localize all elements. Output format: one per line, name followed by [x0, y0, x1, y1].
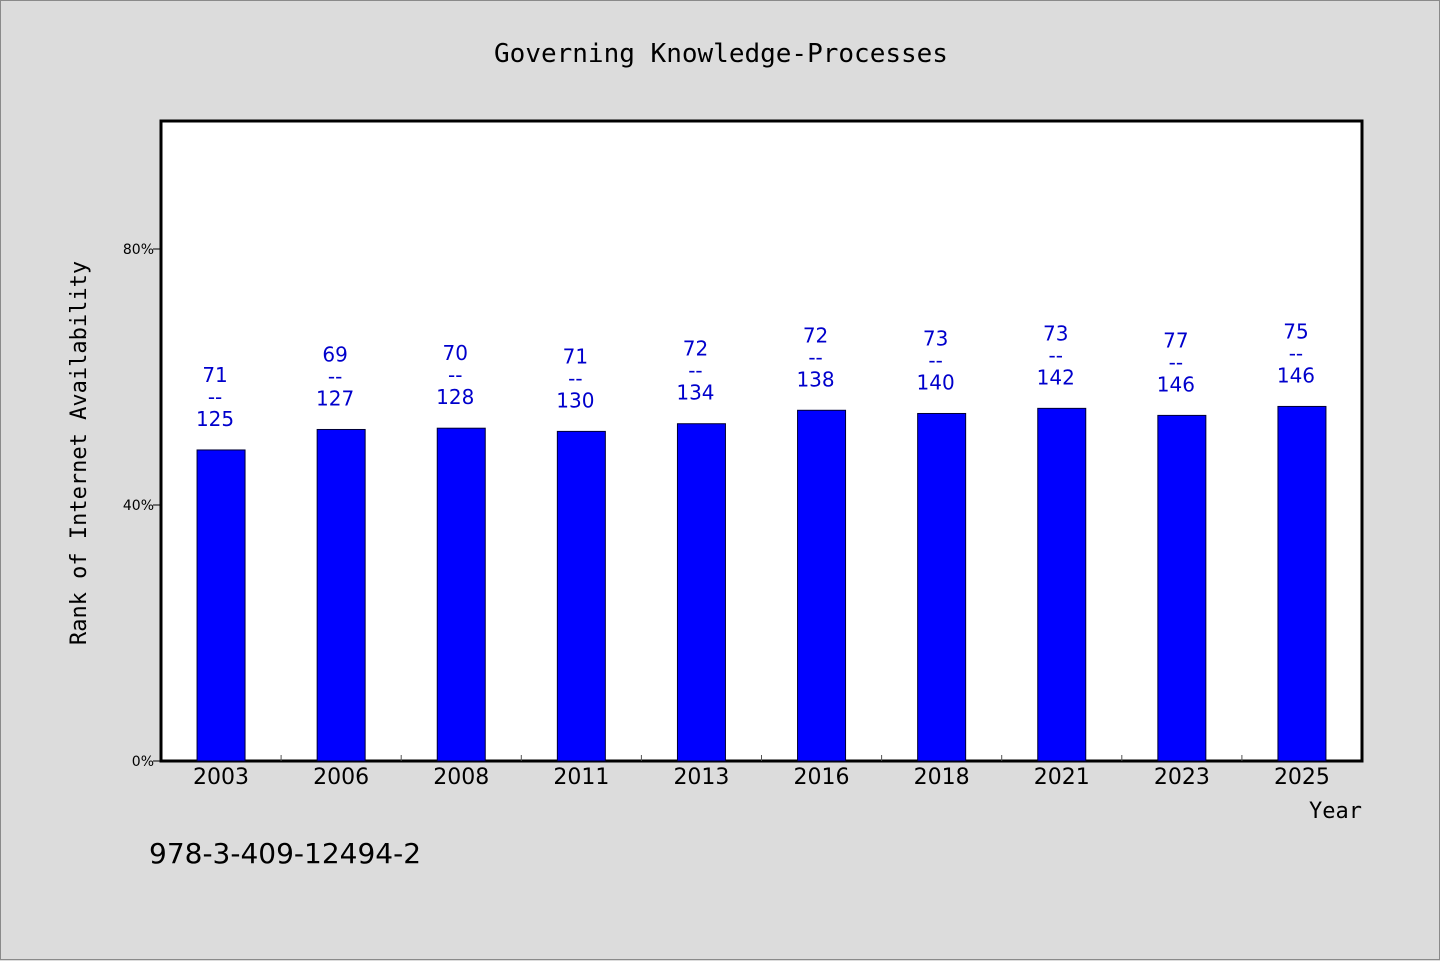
- bar-2013: [676, 423, 726, 762]
- y-tick-label: 40%: [123, 498, 154, 514]
- bar-2003: [196, 449, 246, 762]
- rank-label-2013: 72: [683, 337, 708, 361]
- bar-2021: [1037, 407, 1087, 762]
- x-tick-label-2003: 2003: [193, 765, 249, 790]
- total-label-2021: 142: [1037, 365, 1075, 389]
- label-separator: --: [568, 366, 582, 390]
- rank-label-2023: 77: [1163, 328, 1188, 352]
- data-labels-layer: 71--12569--12770--12871--13072--13472--1…: [196, 319, 1315, 431]
- label-separator: --: [808, 345, 822, 369]
- rank-label-2018: 73: [923, 326, 948, 350]
- y-axis-title: Rank of Internet Availability: [67, 261, 92, 645]
- total-label-2018: 140: [917, 370, 955, 394]
- label-separator: --: [1169, 350, 1183, 374]
- rank-label-2006: 69: [322, 342, 347, 366]
- total-label-2025: 146: [1277, 363, 1315, 387]
- total-label-2003: 125: [196, 407, 234, 431]
- rank-label-2021: 73: [1043, 321, 1068, 345]
- label-separator: --: [1049, 343, 1063, 367]
- label-separator: --: [208, 385, 222, 409]
- x-tick-label-2011: 2011: [553, 765, 609, 790]
- total-label-2006: 127: [316, 386, 354, 410]
- label-separator: --: [688, 359, 702, 383]
- bar-2025: [1277, 405, 1327, 762]
- total-label-2011: 130: [556, 388, 594, 412]
- x-tick-label-2021: 2021: [1034, 765, 1090, 790]
- rank-label-2016: 72: [803, 323, 828, 347]
- x-tick-label-2018: 2018: [914, 765, 970, 790]
- bar-2011: [556, 430, 606, 762]
- x-axis: 2003 2006 2008 2011 2013 2016 2018 2021 2023 2025: [193, 755, 1330, 790]
- y-tick-label: 0%: [132, 754, 154, 770]
- bar-2018: [917, 412, 967, 762]
- total-label-2023: 146: [1157, 372, 1195, 396]
- label-separator: --: [328, 364, 342, 388]
- rank-label-2003: 71: [202, 363, 227, 387]
- rank-label-2025: 75: [1283, 319, 1308, 343]
- x-tick-label-2025: 2025: [1274, 765, 1330, 790]
- rank-label-2011: 71: [563, 344, 588, 368]
- bar-2006: [316, 428, 366, 762]
- x-tick-label-2013: 2013: [673, 765, 729, 790]
- x-tick-label-2016: 2016: [794, 765, 850, 790]
- x-tick-label-2006: 2006: [313, 765, 369, 790]
- total-label-2016: 138: [796, 367, 834, 391]
- bar-2016: [797, 409, 847, 762]
- label-separator: --: [448, 363, 462, 387]
- bars-layer: [196, 405, 1327, 762]
- total-label-2013: 134: [676, 381, 714, 405]
- total-label-2008: 128: [436, 385, 474, 409]
- x-tick-label-2008: 2008: [433, 765, 489, 790]
- y-axis: 0% 40% 80%: [123, 242, 161, 770]
- x-tick-label-2023: 2023: [1154, 765, 1210, 790]
- chart-title: Governing Knowledge-Processes: [494, 39, 948, 69]
- x-axis-title: Year: [1309, 799, 1362, 824]
- bar-2008: [436, 427, 486, 762]
- label-separator: --: [1289, 341, 1303, 365]
- y-tick-label: 80%: [123, 242, 154, 258]
- label-separator: --: [928, 348, 942, 372]
- isbn-label: 978-3-409-12494-2: [149, 837, 421, 870]
- bar-2023: [1157, 414, 1207, 762]
- rank-label-2008: 70: [443, 341, 468, 365]
